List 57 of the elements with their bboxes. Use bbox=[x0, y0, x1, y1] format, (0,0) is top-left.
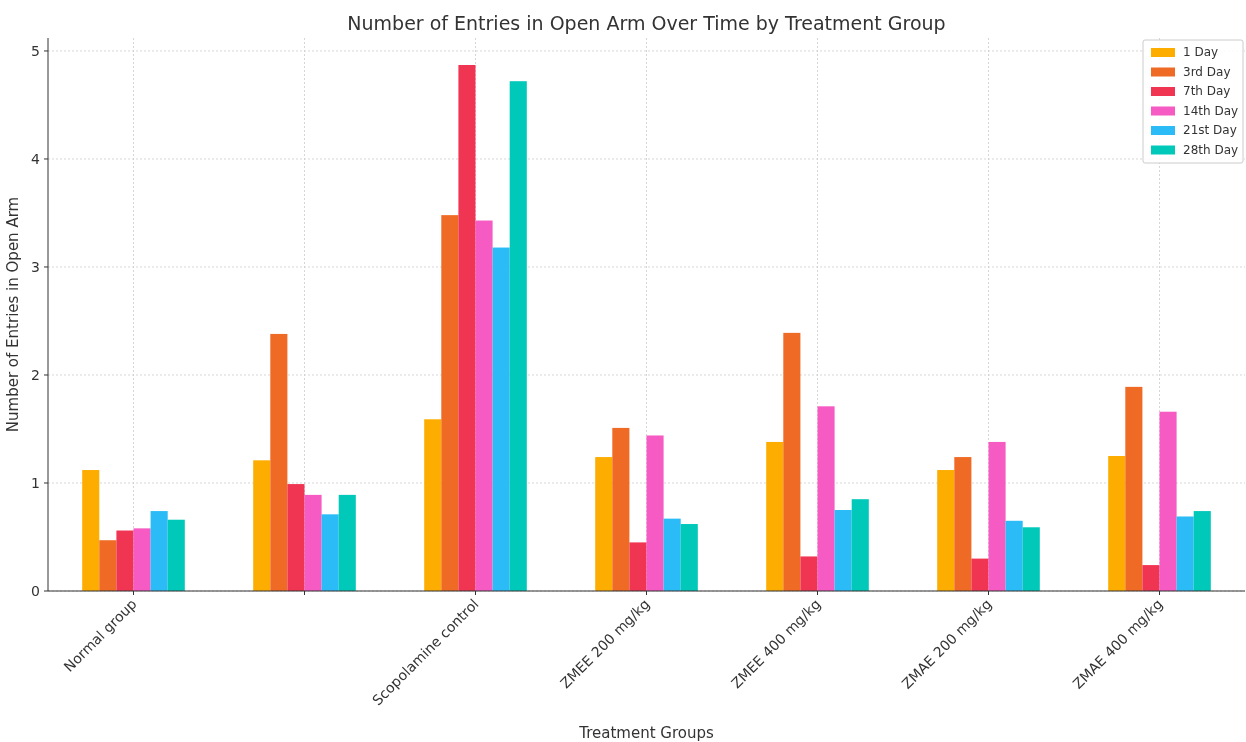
bar bbox=[492, 247, 510, 591]
bar bbox=[304, 494, 322, 591]
bar bbox=[1005, 520, 1023, 591]
bar bbox=[937, 470, 955, 591]
bar bbox=[424, 419, 442, 591]
bar bbox=[646, 435, 664, 591]
legend-label: 3rd Day bbox=[1183, 64, 1231, 79]
legend-label: 14th Day bbox=[1183, 103, 1239, 118]
bar bbox=[475, 220, 493, 591]
bar bbox=[595, 457, 613, 591]
bar bbox=[954, 457, 972, 591]
bar bbox=[133, 528, 151, 591]
y-tick-label: 5 bbox=[31, 42, 40, 59]
bar bbox=[270, 333, 288, 591]
y-tick-label: 4 bbox=[31, 150, 41, 167]
bar bbox=[612, 427, 630, 591]
bar bbox=[1193, 511, 1211, 591]
bar bbox=[817, 406, 835, 591]
bar bbox=[783, 332, 801, 591]
bar bbox=[663, 518, 681, 591]
bar bbox=[116, 530, 134, 591]
bar bbox=[800, 556, 818, 591]
bar bbox=[1022, 527, 1040, 591]
y-tick-label: 2 bbox=[31, 366, 40, 383]
y-tick-label: 0 bbox=[31, 582, 40, 599]
bar bbox=[1108, 455, 1126, 591]
bar bbox=[338, 494, 356, 591]
legend-label: 28th Day bbox=[1183, 142, 1239, 157]
y-tick-label: 3 bbox=[31, 258, 40, 275]
legend-label: 21st Day bbox=[1183, 123, 1237, 137]
bar bbox=[1125, 386, 1143, 591]
bar bbox=[851, 499, 869, 591]
bar bbox=[680, 524, 698, 591]
bar bbox=[988, 441, 1006, 591]
bar bbox=[766, 441, 784, 591]
bar bbox=[509, 81, 527, 591]
bar bbox=[253, 460, 271, 591]
bar bbox=[287, 484, 305, 591]
y-axis-title: Number of Entries in Open Arm bbox=[4, 196, 22, 433]
x-axis-title: Treatment Groups bbox=[578, 724, 714, 742]
bar bbox=[971, 558, 989, 591]
y-tick-label: 1 bbox=[31, 474, 40, 491]
bar bbox=[629, 542, 647, 591]
chart-title: Number of Entries in Open Arm Over Time by Treatment Group bbox=[347, 12, 946, 34]
bar bbox=[458, 65, 476, 591]
legend-label: 7th Day bbox=[1183, 84, 1231, 98]
legend-label: 1 Day bbox=[1183, 45, 1219, 59]
bar bbox=[441, 215, 459, 591]
bar bbox=[82, 470, 100, 591]
bar bbox=[1159, 411, 1177, 591]
bar bbox=[150, 511, 168, 591]
bar bbox=[1142, 565, 1160, 591]
bar bbox=[834, 509, 852, 591]
bar bbox=[167, 519, 185, 591]
bar bbox=[99, 540, 117, 591]
bar bbox=[321, 514, 339, 591]
bar bbox=[1176, 516, 1194, 591]
